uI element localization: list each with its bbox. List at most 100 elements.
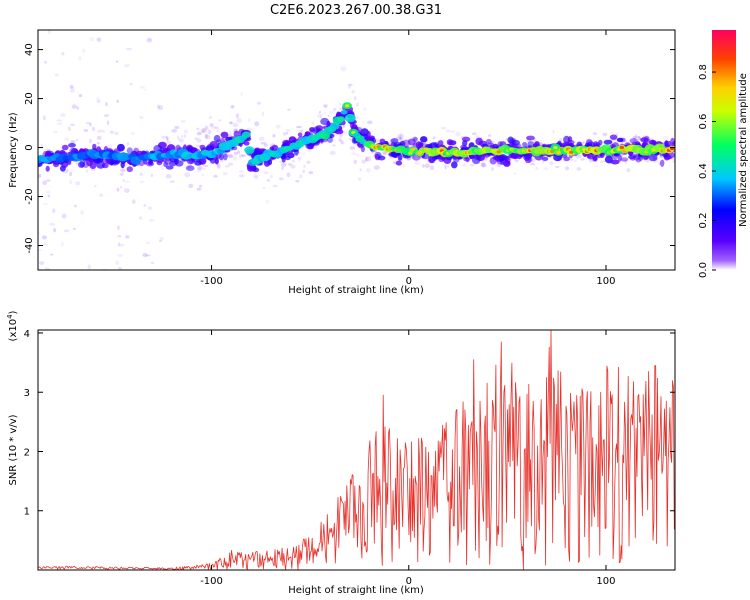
heat-speckle [451,130,456,134]
heat-speckle [63,229,70,233]
y-tick-label: 20 [24,92,35,105]
heat-speckle [260,141,266,145]
heat-speckle [261,111,265,117]
heat-speckle [169,180,175,183]
heat-speckle [287,108,291,111]
heat-speckle [102,268,107,270]
heat-band-cell [220,131,229,139]
heat-speckle [181,119,186,124]
heat-speckle [296,126,302,128]
heat-speckle [122,179,126,182]
heat-speckle [156,104,160,110]
heat-speckle [44,267,51,270]
heat-speckle [662,135,669,139]
heat-speckle [56,119,63,122]
heat-speckle [399,137,404,141]
heat-band-cell [293,147,299,156]
heat-speckle [97,129,103,133]
heat-speckle [80,210,85,215]
heat-speckle [254,176,259,180]
heat-speckle [75,161,79,166]
heat-speckle [201,127,207,133]
heat-speckle [67,126,71,131]
heat-speckle [636,135,640,138]
heat-speckle [348,83,353,86]
heat-peak-cell [496,150,501,154]
heat-speckle [392,161,396,164]
heat-speckle [348,84,351,89]
heat-speckle [351,90,355,94]
heat-speckle [297,126,304,129]
heat-speckle [217,163,221,169]
heat-speckle [338,136,342,142]
heat-speckle [208,115,213,120]
heat-speckle [124,188,130,194]
snr-series-line [38,330,675,570]
heat-speckle [225,165,230,168]
heat-speckle [300,152,306,155]
y-tick-label: 40 [24,43,35,56]
heat-speckle [89,122,92,127]
x-tick-label: -100 [200,276,223,287]
heat-speckle [177,135,180,141]
heat-band-cell [297,132,303,138]
heat-speckle [472,132,477,136]
heat-speckle [138,216,143,220]
heat-speckle [622,159,627,162]
heat-speckle [487,134,492,137]
heat-speckle [514,159,519,163]
heat-band-cell [471,156,481,165]
heat-speckle [593,164,599,167]
heat-speckle [116,99,119,103]
heat-speckle [306,150,312,153]
heat-speckle [229,121,233,125]
heat-speckle [580,157,585,161]
heat-speckle [42,243,49,247]
heat-speckle [223,171,228,176]
heat-speckle [233,151,238,156]
colorbar-tick-label: 0.0 [698,262,709,278]
heat-speckle [330,137,334,142]
heat-speckle [143,204,147,207]
heat-speckle [118,267,122,270]
heat-speckle [227,162,234,166]
heat-speckle [74,204,77,208]
heat-band-cell [609,134,618,140]
heat-speckle [124,180,131,183]
heat-speckle [110,21,114,25]
heat-speckle [348,137,352,141]
heat-speckle [49,222,56,226]
heat-speckle [196,132,202,136]
heat-band-cell [640,137,649,143]
heat-core-cell [329,122,340,130]
heat-speckle [70,85,75,90]
heat-band-cell [393,142,403,147]
heat-speckle [318,110,322,114]
heat-band-cell [247,164,255,172]
heat-speckle [301,129,304,132]
heat-speckle [64,137,70,141]
heat-speckle [204,125,209,130]
heat-peak-cell [556,150,561,155]
heat-speckle [638,136,641,140]
heat-band-cell [146,161,155,167]
heat-speckle [38,248,43,252]
heat-speckle [204,133,208,139]
heat-band-cell [463,156,470,162]
heat-speckle [228,154,235,159]
heat-speckle [115,60,119,63]
heat-speckle [324,105,327,108]
heat-speckle [194,137,198,140]
heat-speckle [198,184,203,188]
snr-frame [37,329,676,571]
heat-speckle [124,63,130,68]
heat-band-cell [541,156,549,161]
heat-band-cell [498,154,508,161]
heat-band-cell [379,138,386,144]
heat-band-cell [648,153,658,162]
heat-band-cell [213,134,221,143]
heat-speckle [356,102,359,107]
heat-peak-cell [553,146,558,150]
heat-speckle [320,114,323,119]
heat-speckle [447,164,450,169]
